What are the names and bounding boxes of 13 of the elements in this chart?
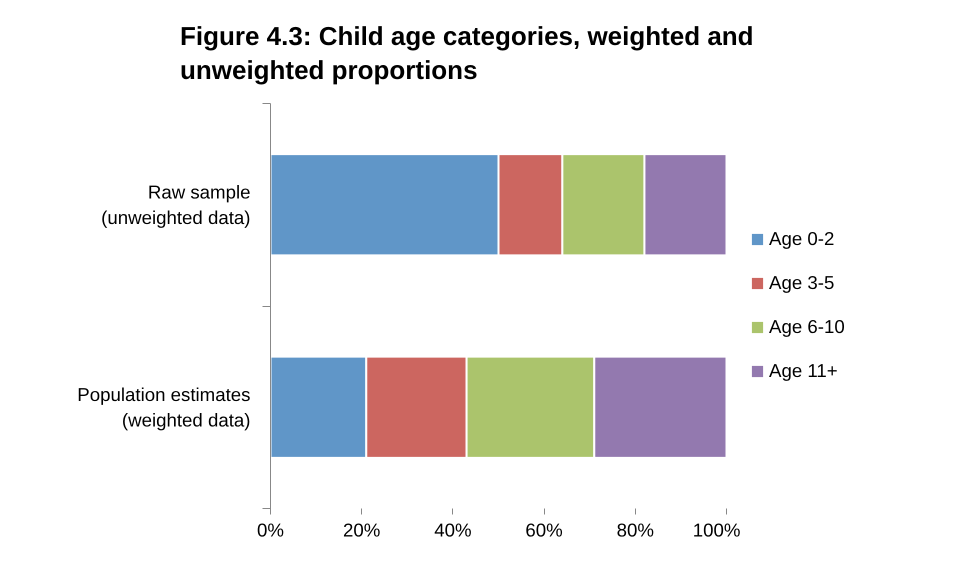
x-tick-label: 80% [616, 519, 654, 540]
x-tick-label: 20% [343, 519, 380, 540]
x-tick-label: 40% [434, 519, 472, 540]
legend-label: Age 6-10 [769, 316, 845, 338]
x-tick-label: 0% [257, 519, 284, 540]
legend-label: Age 11+ [769, 360, 838, 382]
y-tick-label: Raw sample (unweighted data) [101, 181, 251, 228]
chart-title: Figure 4.3: Child age categories, weighted and unweighted proportions [180, 20, 754, 87]
x-tick-label: 60% [525, 519, 563, 540]
legend-label: Age 0-2 [769, 228, 834, 250]
x-tick-label: 100% [692, 519, 741, 540]
legend-label: Age 3-5 [769, 272, 834, 294]
y-tick-label: Population estimates (weighted data) [77, 384, 251, 430]
